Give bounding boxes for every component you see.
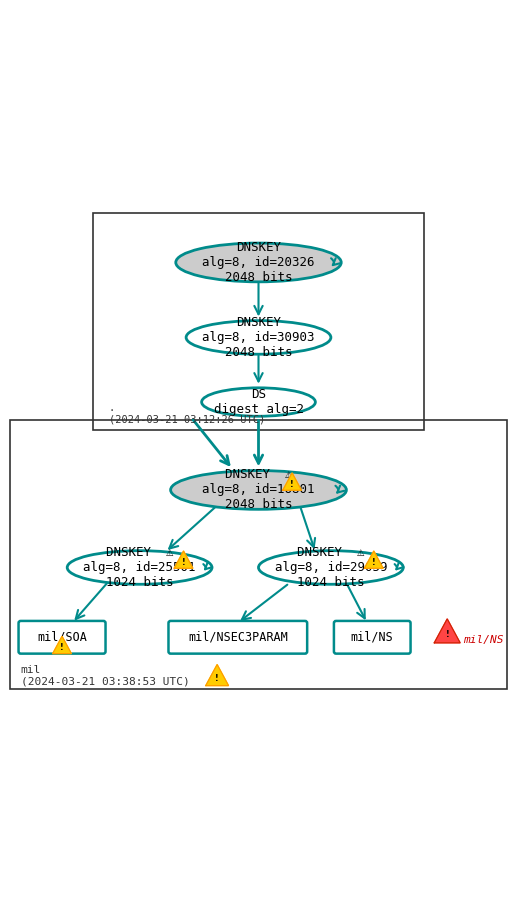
- Text: DNSKEY  ⚠
alg=8, id=16801
2048 bits: DNSKEY ⚠ alg=8, id=16801 2048 bits: [202, 469, 315, 511]
- Polygon shape: [206, 665, 229, 686]
- FancyBboxPatch shape: [19, 621, 105, 653]
- Text: mil/NS: mil/NS: [463, 635, 503, 645]
- Text: !: !: [215, 674, 219, 683]
- Polygon shape: [53, 636, 71, 653]
- Ellipse shape: [258, 551, 403, 584]
- Ellipse shape: [186, 320, 331, 354]
- Text: !: !: [445, 629, 449, 639]
- Text: .
(2024-03-21 03:12:26 UTC): . (2024-03-21 03:12:26 UTC): [109, 403, 265, 425]
- Ellipse shape: [202, 388, 315, 416]
- Bar: [93, 213, 424, 430]
- Polygon shape: [434, 619, 460, 642]
- Text: DNSKEY  ⚠
alg=8, id=29059
1024 bits: DNSKEY ⚠ alg=8, id=29059 1024 bits: [275, 546, 387, 589]
- Polygon shape: [174, 551, 193, 569]
- Text: mil/NS: mil/NS: [351, 630, 393, 643]
- Text: ⚠: ⚠: [56, 639, 68, 652]
- Text: mil
(2024-03-21 03:38:53 UTC): mil (2024-03-21 03:38:53 UTC): [21, 665, 189, 687]
- Text: mil/NSEC3PARAM: mil/NSEC3PARAM: [188, 630, 287, 643]
- Text: !: !: [60, 643, 64, 652]
- Text: DS
digest alg=2: DS digest alg=2: [214, 388, 303, 416]
- Polygon shape: [364, 551, 383, 569]
- Text: !: !: [372, 557, 376, 567]
- FancyBboxPatch shape: [169, 621, 307, 653]
- Text: !: !: [290, 480, 294, 488]
- Ellipse shape: [171, 471, 346, 509]
- Ellipse shape: [67, 551, 212, 584]
- Text: DNSKEY
alg=8, id=20326
2048 bits: DNSKEY alg=8, id=20326 2048 bits: [202, 241, 315, 284]
- Ellipse shape: [176, 243, 341, 282]
- Bar: [10, 420, 507, 689]
- Text: DNSKEY
alg=8, id=30903
2048 bits: DNSKEY alg=8, id=30903 2048 bits: [202, 316, 315, 359]
- Text: mil/SOA: mil/SOA: [37, 630, 87, 643]
- Text: !: !: [181, 557, 186, 567]
- Polygon shape: [283, 473, 301, 490]
- FancyBboxPatch shape: [334, 621, 410, 653]
- Text: DNSKEY  ⚠
alg=8, id=25501
1024 bits: DNSKEY ⚠ alg=8, id=25501 1024 bits: [83, 546, 196, 589]
